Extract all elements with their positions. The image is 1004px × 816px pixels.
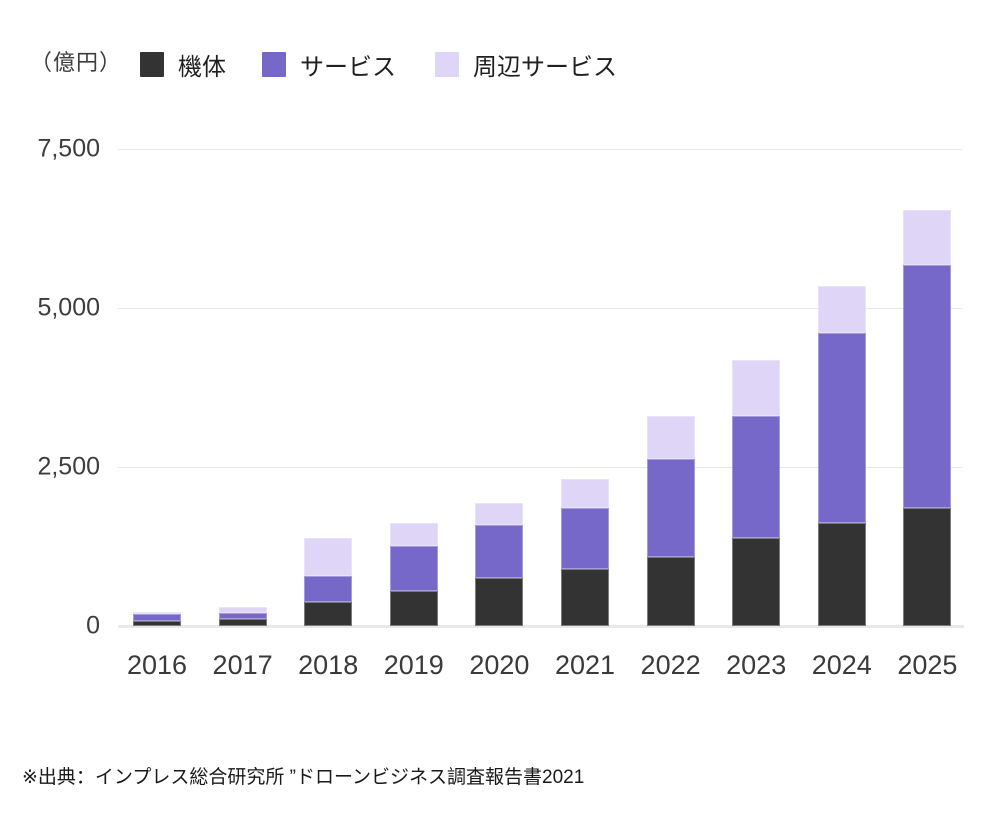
bar-segment-service-2022 — [646, 458, 695, 557]
x-tick-label-2024: 2024 — [811, 650, 872, 680]
legend-item-peripheral-service: 周辺サービス — [435, 47, 617, 82]
bar-segment-airframe-2024 — [817, 522, 866, 626]
x-tick-label-2016: 2016 — [126, 650, 188, 680]
legend-label-airframe: 機体 — [178, 54, 226, 81]
bar-segment-service-2021 — [561, 508, 609, 569]
bar-segment-peripheral-service-2017 — [218, 607, 267, 613]
bar-stack-2017 — [218, 607, 267, 626]
bar-segment-peripheral-service-2023 — [732, 359, 781, 416]
bar-stack-2021 — [561, 479, 609, 626]
bar-stack-2020 — [475, 503, 524, 626]
bar-stack-2016 — [133, 612, 181, 626]
legend-label-service: サービス — [300, 54, 396, 81]
bar-segment-service-2019 — [389, 546, 438, 591]
x-tick-label-2018: 2018 — [298, 650, 359, 680]
y-tick-label-5000: 5,000 — [37, 293, 100, 322]
bar-stack-2024 — [817, 286, 866, 626]
y-tick-label-2500: 2,500 — [37, 452, 100, 481]
bar-stack-2023 — [732, 359, 781, 626]
y-tick-label-0: 0 — [86, 611, 100, 640]
x-tick-label-2019: 2019 — [383, 650, 444, 680]
gridline-7500 — [118, 149, 962, 150]
bar-segment-airframe-2017 — [218, 619, 267, 626]
bar-stack-2025 — [903, 210, 952, 626]
bar-segment-peripheral-service-2022 — [646, 416, 695, 459]
x-axis-baseline — [118, 625, 964, 628]
bar-segment-airframe-2016 — [133, 621, 181, 626]
bar-segment-peripheral-service-2020 — [475, 503, 524, 525]
bar-segment-service-2023 — [732, 415, 781, 538]
gridline-2500 — [118, 467, 962, 468]
bar-segment-airframe-2018 — [304, 602, 353, 626]
bar-segment-airframe-2020 — [475, 577, 524, 626]
legend-item-service: サービス — [262, 47, 396, 82]
legend-label-peripheral-service: 周辺サービス — [473, 54, 617, 81]
bar-segment-airframe-2019 — [389, 591, 438, 626]
bar-stack-2018 — [304, 538, 353, 626]
bar-segment-peripheral-service-2021 — [561, 479, 609, 509]
bar-segment-peripheral-service-2016 — [133, 612, 181, 614]
bar-segment-airframe-2022 — [646, 557, 695, 626]
bar-segment-service-2020 — [475, 524, 524, 578]
bar-segment-service-2024 — [817, 333, 866, 523]
bar-segment-peripheral-service-2025 — [903, 210, 952, 265]
chart-legend: 機体 サービス 周辺サービス — [0, 0, 1004, 90]
x-tick-label-2022: 2022 — [640, 650, 701, 680]
bar-stack-2022 — [646, 416, 695, 626]
source-note: ※出典：インプレス総合研究所 ”ドローンビジネス調査報告書2021 — [22, 767, 585, 788]
bar-stack-2019 — [389, 523, 438, 626]
bar-segment-service-2025 — [903, 265, 952, 508]
legend-swatch-peripheral-service — [435, 52, 459, 77]
legend-item-airframe: 機体 — [140, 47, 226, 82]
y-tick-label-7500: 7,500 — [37, 134, 100, 163]
x-tick-label-2021: 2021 — [554, 650, 616, 680]
bar-segment-service-2016 — [133, 613, 181, 622]
x-tick-label-2023: 2023 — [726, 650, 787, 680]
x-tick-label-2017: 2017 — [212, 650, 273, 680]
bar-segment-peripheral-service-2019 — [389, 523, 438, 547]
bar-segment-airframe-2021 — [561, 568, 609, 626]
legend-swatch-service — [262, 52, 286, 77]
bar-segment-airframe-2023 — [732, 537, 781, 626]
x-tick-label-2020: 2020 — [469, 650, 530, 680]
x-tick-label-2025: 2025 — [897, 650, 958, 680]
bar-segment-airframe-2025 — [903, 508, 952, 626]
bar-segment-peripheral-service-2018 — [304, 538, 353, 577]
bar-segment-service-2018 — [304, 576, 353, 603]
gridline-5000 — [118, 308, 962, 309]
legend-swatch-airframe — [140, 52, 164, 77]
bar-segment-peripheral-service-2024 — [817, 286, 866, 334]
bar-segment-service-2017 — [218, 612, 267, 619]
y-axis-unit-label: （億円） — [30, 50, 123, 75]
